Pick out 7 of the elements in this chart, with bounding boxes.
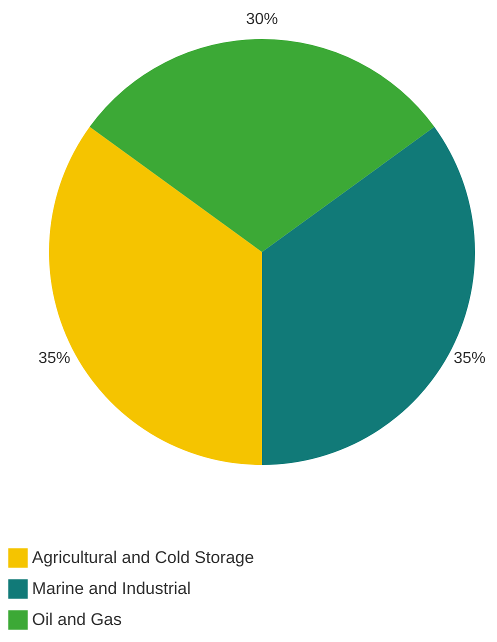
legend-label: Oil and Gas xyxy=(32,610,122,629)
legend-label: Marine and Industrial xyxy=(32,579,191,598)
data-label: 35% xyxy=(454,350,486,367)
data-label: 30% xyxy=(246,11,278,28)
pie-slice xyxy=(90,39,434,252)
legend-label: Agricultural and Cold Storage xyxy=(32,548,254,567)
data-label: 35% xyxy=(38,350,70,367)
